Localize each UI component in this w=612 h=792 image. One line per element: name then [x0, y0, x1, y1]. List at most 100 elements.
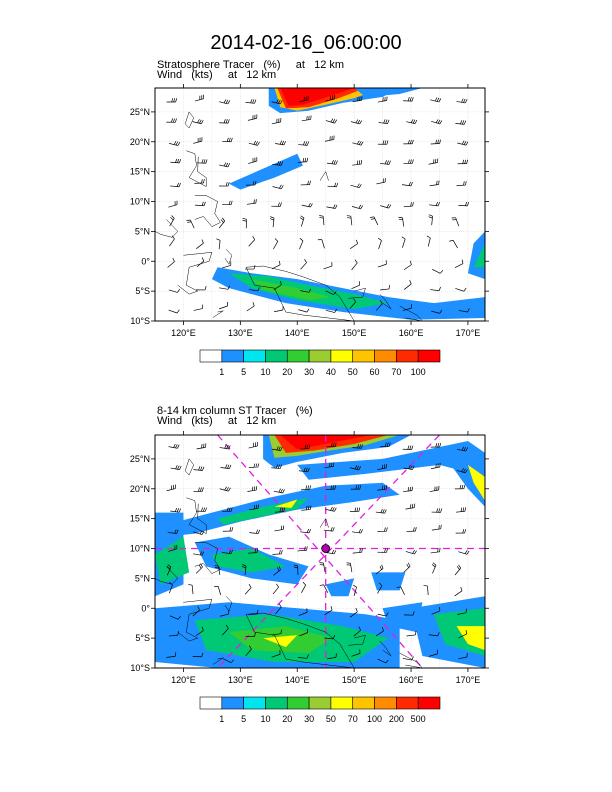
wind-barb	[431, 310, 440, 314]
wind-barb-feather	[466, 550, 470, 555]
panel2-colorbar-swatch	[265, 696, 288, 710]
wind-barb-feather	[461, 140, 465, 145]
lon-tick-label: 120°E	[171, 328, 196, 338]
wind-barb-feather	[205, 159, 208, 164]
wind-barb-feather	[253, 505, 256, 510]
wind-barb-feather	[438, 508, 441, 513]
wind-barb-feather	[462, 120, 465, 125]
coastline	[399, 652, 423, 668]
panel2-colorbar-swatch	[396, 696, 419, 710]
wind-barb-feather	[255, 199, 257, 204]
wind-barb	[352, 142, 362, 146]
wind-barb	[322, 216, 325, 226]
wind-barb-feather	[415, 527, 417, 532]
tracer-region	[473, 243, 485, 268]
wind-barb-feather	[281, 507, 283, 512]
wind-barb	[271, 467, 281, 469]
wind-barb-feather	[412, 549, 415, 554]
wind-barb-feather	[465, 447, 468, 452]
wind-barb-feather	[306, 654, 309, 659]
wind-barb-feather	[414, 550, 417, 555]
wind-barb-feather	[436, 508, 439, 513]
wind-barb	[351, 262, 358, 271]
wind-barb-feather	[439, 309, 443, 314]
wind-barb	[350, 184, 360, 189]
wind-barb-feather	[357, 119, 361, 124]
wind-barb	[244, 565, 247, 575]
wind-barb	[429, 204, 439, 207]
wind-barb-feather	[225, 624, 229, 629]
wind-barb-feather	[415, 630, 417, 635]
wind-barb-feather	[464, 529, 467, 534]
wind-barb-feather	[463, 141, 467, 145]
panel1-map-frame	[154, 87, 486, 322]
wind-barb-feather	[201, 159, 204, 164]
wind-barb	[299, 99, 309, 103]
wind-barb-feather	[458, 564, 462, 569]
wind-barb	[352, 447, 362, 449]
wind-barb	[299, 632, 308, 637]
wind-barb-feather	[412, 611, 415, 616]
wind-barb	[430, 289, 440, 292]
wind-barb	[376, 181, 386, 185]
wind-barb	[327, 185, 337, 188]
panel2-colorbar-swatch	[221, 696, 244, 710]
wind-barb-feather	[438, 98, 442, 103]
panel2-colorbar-label: 5	[241, 714, 246, 724]
wind-barb-feather	[303, 467, 306, 472]
coastline	[348, 634, 366, 646]
wind-barb-feather	[435, 201, 438, 206]
wind-barb-feather	[467, 308, 470, 313]
wind-barb-feather	[198, 564, 202, 569]
wind-barb-feather	[332, 507, 335, 512]
wind-barb	[350, 243, 358, 250]
wind-barb-feather	[178, 182, 181, 187]
wind-barb-feather	[406, 563, 410, 568]
lat-tick-label: 10°N	[130, 544, 150, 554]
wind-barb-feather	[177, 631, 179, 636]
wind-barb	[248, 239, 255, 247]
wind-barb-feather	[201, 551, 205, 556]
wind-barb-feather	[358, 507, 361, 512]
wind-barb-feather	[332, 442, 335, 447]
wind-barb-feather	[255, 463, 258, 468]
lon-tick-label: 150°E	[342, 328, 367, 338]
wind-barb	[350, 563, 353, 573]
lat-tick-label: 25°N	[130, 454, 150, 464]
wind-barb-feather	[308, 202, 311, 207]
wind-barb-feather	[203, 507, 205, 512]
wind-barb	[455, 510, 466, 513]
panel2-colorbar-swatch	[417, 696, 441, 710]
wind-barb-feather	[354, 465, 358, 470]
wind-barb-feather	[461, 468, 464, 472]
panel2-map-area	[155, 435, 485, 668]
wind-barb-feather	[309, 180, 311, 185]
wind-barb-feather	[358, 184, 362, 188]
wind-barb-feather	[305, 485, 307, 490]
wind-barb-feather	[334, 442, 337, 447]
coastline	[224, 596, 233, 612]
lon-tick-label: 140°E	[285, 328, 310, 338]
wind-barb	[249, 508, 259, 511]
wind-barb	[353, 629, 361, 637]
panel2-colorbar-swatch	[352, 696, 375, 710]
wind-barb-feather	[378, 582, 383, 586]
wind-barb-feather	[280, 446, 283, 451]
wind-barb	[196, 447, 206, 450]
panel2-colorbar-swatch	[243, 696, 266, 710]
wind-barb-feather	[280, 161, 284, 166]
wind-barb	[352, 531, 362, 534]
wind-barb-feather	[255, 141, 258, 146]
wind-barb-feather	[467, 202, 470, 207]
wind-barb-feather	[386, 160, 389, 165]
wind-barb-feather	[279, 550, 281, 555]
wind-barb-feather	[386, 527, 388, 532]
wind-barb	[273, 490, 283, 494]
wind-barb	[244, 587, 252, 595]
wind-barb-feather	[248, 583, 252, 588]
wind-barb-feather	[299, 217, 304, 221]
wind-barb-feather	[435, 119, 439, 123]
wind-barb	[403, 264, 412, 271]
wind-barb-feather	[176, 529, 179, 534]
wind-barb-feather	[463, 98, 466, 103]
